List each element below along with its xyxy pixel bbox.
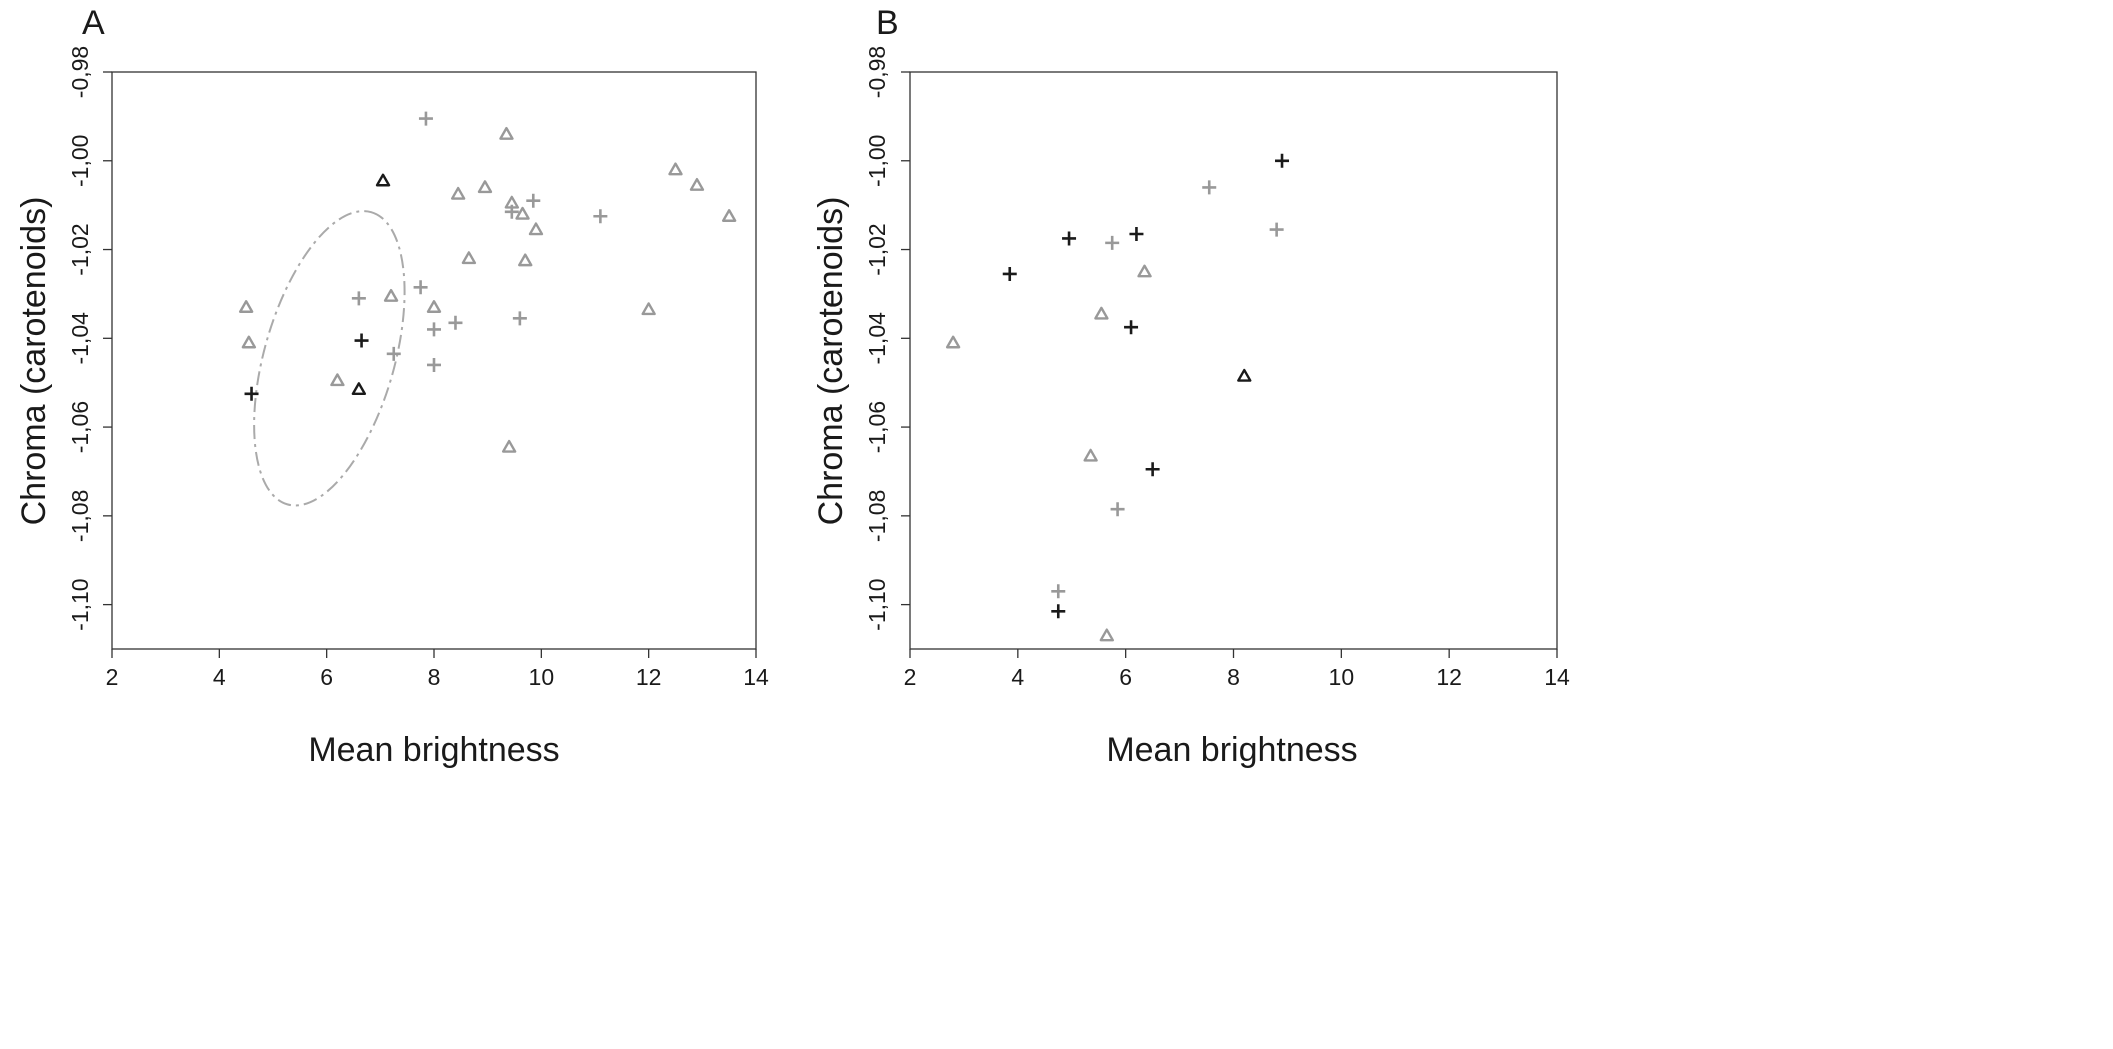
axis-ticks-b: 2 4 6 8 10 12 14 -1,10 -1,08 -1,06 -1,04 -1,02 -1,00… (864, 46, 1570, 690)
y-tick-label: -0,98 (67, 46, 93, 98)
triangle-marker (515, 206, 530, 220)
triangle-marker (477, 180, 493, 194)
y-tick-label: -1,06 (864, 401, 890, 453)
plus-marker (1124, 320, 1139, 335)
x-tick-label: 4 (213, 664, 226, 690)
triangle-marker (450, 186, 466, 200)
plus-marker (418, 111, 433, 126)
plus-marker (1145, 462, 1160, 477)
plus-marker (448, 315, 463, 330)
y-tick-label: -0,98 (864, 46, 890, 98)
x-tick-label: 2 (904, 664, 917, 690)
y-tick-label: -1,10 (864, 578, 890, 630)
y-tick-label: -1,04 (67, 312, 93, 365)
triangle-marker (238, 300, 254, 313)
triangle-marker (375, 173, 391, 187)
y-tick-label: -1,06 (67, 401, 93, 453)
data-points-a (238, 111, 737, 453)
x-tick-label: 8 (428, 664, 441, 690)
y-tick-label: -1,08 (67, 490, 93, 542)
plus-marker (1202, 180, 1217, 195)
plus-marker (512, 311, 527, 326)
x-axis-label-a: Mean brightness (308, 731, 559, 769)
plus-marker (1105, 235, 1120, 250)
x-tick-label: 8 (1227, 664, 1240, 690)
y-tick-label: -1,04 (864, 312, 890, 365)
triangle-marker (1137, 264, 1152, 278)
triangle-marker (945, 335, 961, 349)
plus-marker (1269, 222, 1284, 237)
triangle-marker (1083, 448, 1098, 462)
triangle-marker (241, 335, 257, 349)
plus-marker (504, 204, 519, 219)
plus-marker (1051, 584, 1066, 599)
x-tick-label: 4 (1011, 664, 1024, 690)
triangle-marker (426, 300, 442, 313)
plot-frame-a (111, 71, 757, 650)
x-tick-label: 14 (1544, 664, 1570, 690)
triangle-marker (1237, 368, 1252, 382)
triangle-marker (330, 373, 345, 387)
figure: A Chroma (carotenoids) Mean brightness 2… (15, 4, 1570, 769)
scatter-figure: A Chroma (carotenoids) Mean brightness 2… (15, 4, 1570, 769)
triangle-marker (528, 222, 544, 236)
plus-marker (413, 280, 428, 295)
plus-marker (351, 291, 366, 306)
x-tick-label: 6 (320, 664, 333, 690)
triangle-marker (461, 251, 477, 265)
plus-marker (526, 193, 541, 208)
triangle-marker (721, 209, 737, 222)
panel-label-a: A (82, 4, 105, 42)
y-tick-label: -1,00 (67, 135, 93, 187)
plus-marker (1051, 604, 1066, 619)
x-tick-label: 10 (529, 664, 555, 690)
x-tick-label: 12 (636, 664, 662, 690)
plus-marker (354, 333, 369, 348)
plus-marker (1002, 266, 1017, 281)
triangle-marker (383, 288, 399, 302)
x-tick-label: 10 (1329, 664, 1355, 690)
plus-marker (244, 386, 259, 401)
plus-marker (1275, 153, 1290, 168)
x-tick-label: 6 (1119, 664, 1132, 690)
x-axis-label-b: Mean brightness (1106, 731, 1357, 769)
y-tick-label: -1,00 (864, 135, 890, 187)
confidence-ellipse (253, 210, 406, 507)
triangle-marker (641, 302, 656, 316)
y-tick-label: -1,02 (864, 223, 890, 275)
plus-marker (427, 322, 441, 337)
triangle-marker (668, 162, 683, 176)
plus-marker (386, 346, 401, 361)
panel-a: A Chroma (carotenoids) Mean brightness 2… (15, 4, 769, 769)
panel-b: B Chroma (carotenoids) Mean brightness 2… (812, 4, 1570, 769)
y-axis-label-a: Chroma (carotenoids) (15, 197, 53, 526)
x-tick-label: 12 (1436, 664, 1462, 690)
plus-marker (593, 209, 608, 224)
y-axis-label-b: Chroma (carotenoids) (812, 197, 850, 526)
y-tick-label: -1,10 (67, 578, 93, 630)
triangle-marker (689, 177, 705, 191)
triangle-marker (1094, 306, 1109, 320)
y-tick-label: -1,08 (864, 490, 890, 542)
plot-frame-b (909, 71, 1558, 650)
plus-marker (1110, 502, 1125, 517)
y-tick-label: -1,02 (67, 223, 93, 275)
data-points-b (945, 153, 1290, 642)
plus-marker (1062, 231, 1077, 246)
x-tick-label: 14 (743, 664, 769, 690)
triangle-marker (351, 382, 367, 396)
plus-marker (427, 357, 441, 372)
panel-label-b: B (876, 4, 899, 42)
triangle-marker (1099, 628, 1114, 642)
triangle-marker (501, 439, 517, 453)
triangle-marker (499, 126, 514, 140)
plus-marker (1129, 227, 1144, 242)
triangle-marker (518, 253, 533, 267)
x-tick-label: 2 (106, 664, 119, 690)
axis-ticks-a: 2 4 6 8 10 12 14 -1,10 -1,08 -1,06 -1,04 -1,02 -1,00… (67, 46, 769, 690)
